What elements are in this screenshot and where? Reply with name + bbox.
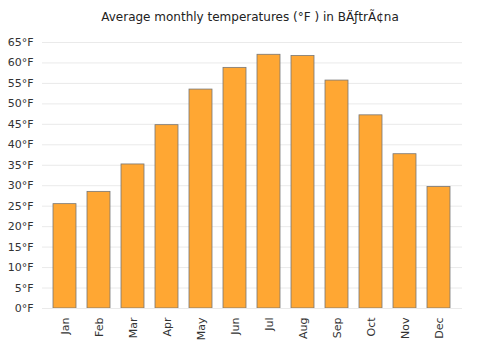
- svg-text:20°F: 20°F: [8, 220, 34, 233]
- svg-text:35°F: 35°F: [8, 159, 34, 172]
- svg-text:45°F: 45°F: [8, 118, 34, 131]
- svg-text:Feb: Feb: [93, 317, 106, 336]
- svg-text:Jan: Jan: [59, 317, 72, 335]
- svg-text:Jun: Jun: [229, 317, 242, 335]
- svg-text:50°F: 50°F: [8, 97, 34, 110]
- svg-text:Dec: Dec: [433, 318, 446, 339]
- html-text:Average monthly temperatures (: Average monthly temperatures (°F ) in BÄ…: [101, 10, 399, 24]
- svg-text:15°F: 15°F: [8, 241, 34, 254]
- svg-text:Apr: Apr: [161, 317, 174, 337]
- svg-text:May: May: [195, 317, 208, 340]
- svg-text:Jul: Jul: [263, 318, 276, 332]
- svg-text:60°F: 60°F: [8, 56, 34, 69]
- svg-text:40°F: 40°F: [8, 138, 34, 151]
- svg-text:Nov: Nov: [399, 317, 412, 339]
- svg-text:25°F: 25°F: [8, 200, 34, 213]
- svg-text:30°F: 30°F: [8, 179, 34, 192]
- svg-text:5°F: 5°F: [15, 282, 34, 295]
- svg-text:10°F: 10°F: [8, 261, 34, 274]
- svg-text:Mar: Mar: [127, 317, 140, 338]
- svg-text:55°F: 55°F: [8, 77, 34, 90]
- svg-text:Oct: Oct: [365, 317, 378, 337]
- svg-text:0°F: 0°F: [15, 302, 34, 315]
- svg-text:65°F: 65°F: [8, 36, 34, 49]
- svg-text:Aug: Aug: [297, 318, 310, 339]
- svg-text:Sep: Sep: [331, 317, 344, 338]
